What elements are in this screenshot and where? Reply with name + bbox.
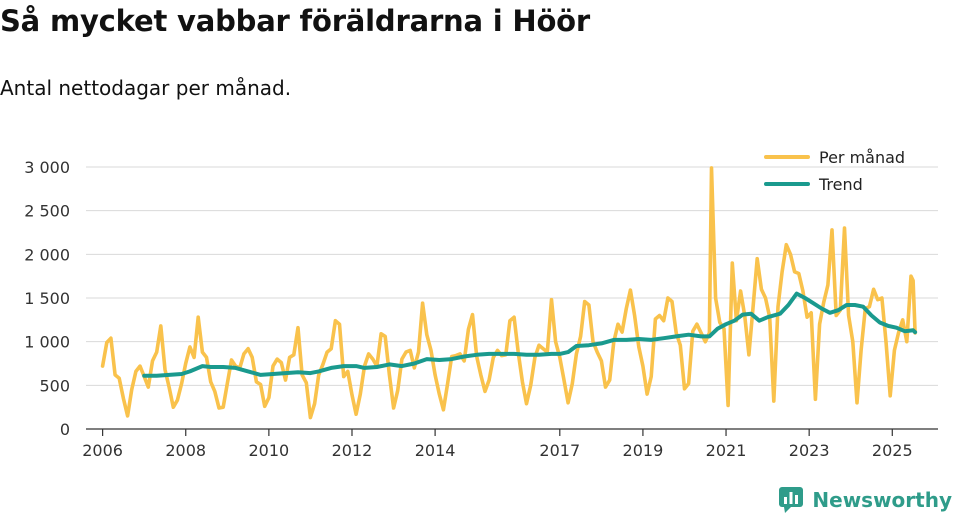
series — [100, 166, 918, 420]
series-line-monthly — [100, 166, 917, 420]
series-line-trend — [142, 291, 918, 378]
x-tick-label: 2019 — [623, 441, 664, 460]
x-tick-label: 2008 — [165, 441, 206, 460]
brand-name: Newsworthy — [812, 488, 952, 512]
x-tick-label: 2025 — [872, 441, 913, 460]
y-tick-label: 2 000 — [24, 245, 70, 264]
x-tick-label: 2017 — [539, 441, 580, 460]
y-tick-label: 1 000 — [24, 333, 70, 352]
y-tick-label: 1 500 — [24, 289, 70, 308]
x-tick-label: 2021 — [706, 441, 747, 460]
y-tick-label: 0 — [60, 420, 70, 439]
bar-chart-logo-icon — [779, 487, 804, 513]
x-axis: 2006 2008 2010 2012 2014 2017 2019 2021 2023 2025 — [82, 428, 938, 460]
legend-label-monthly: Per månad — [819, 148, 905, 167]
y-axis-ticks: 0 500 1 000 1 500 2 000 2 500 3 000 — [24, 158, 70, 439]
chart-subtitle: Antal nettodagar per månad. — [0, 76, 292, 100]
legend: Per månad Trend — [764, 148, 905, 194]
x-tick-label: 2006 — [82, 441, 123, 460]
legend-label-trend: Trend — [818, 175, 863, 194]
x-tick-label: 2010 — [249, 441, 290, 460]
y-tick-label: 500 — [39, 376, 70, 395]
y-tick-label: 3 000 — [24, 158, 70, 177]
y-tick-label: 2 500 — [24, 202, 70, 221]
chart-title: Så mycket vabbar föräldrarna i Höör — [0, 4, 591, 38]
x-tick-label: 2023 — [789, 441, 830, 460]
newsworthy-logo: Newsworthy — [778, 486, 952, 514]
x-tick-label: 2014 — [415, 441, 456, 460]
x-tick-label: 2012 — [332, 441, 373, 460]
